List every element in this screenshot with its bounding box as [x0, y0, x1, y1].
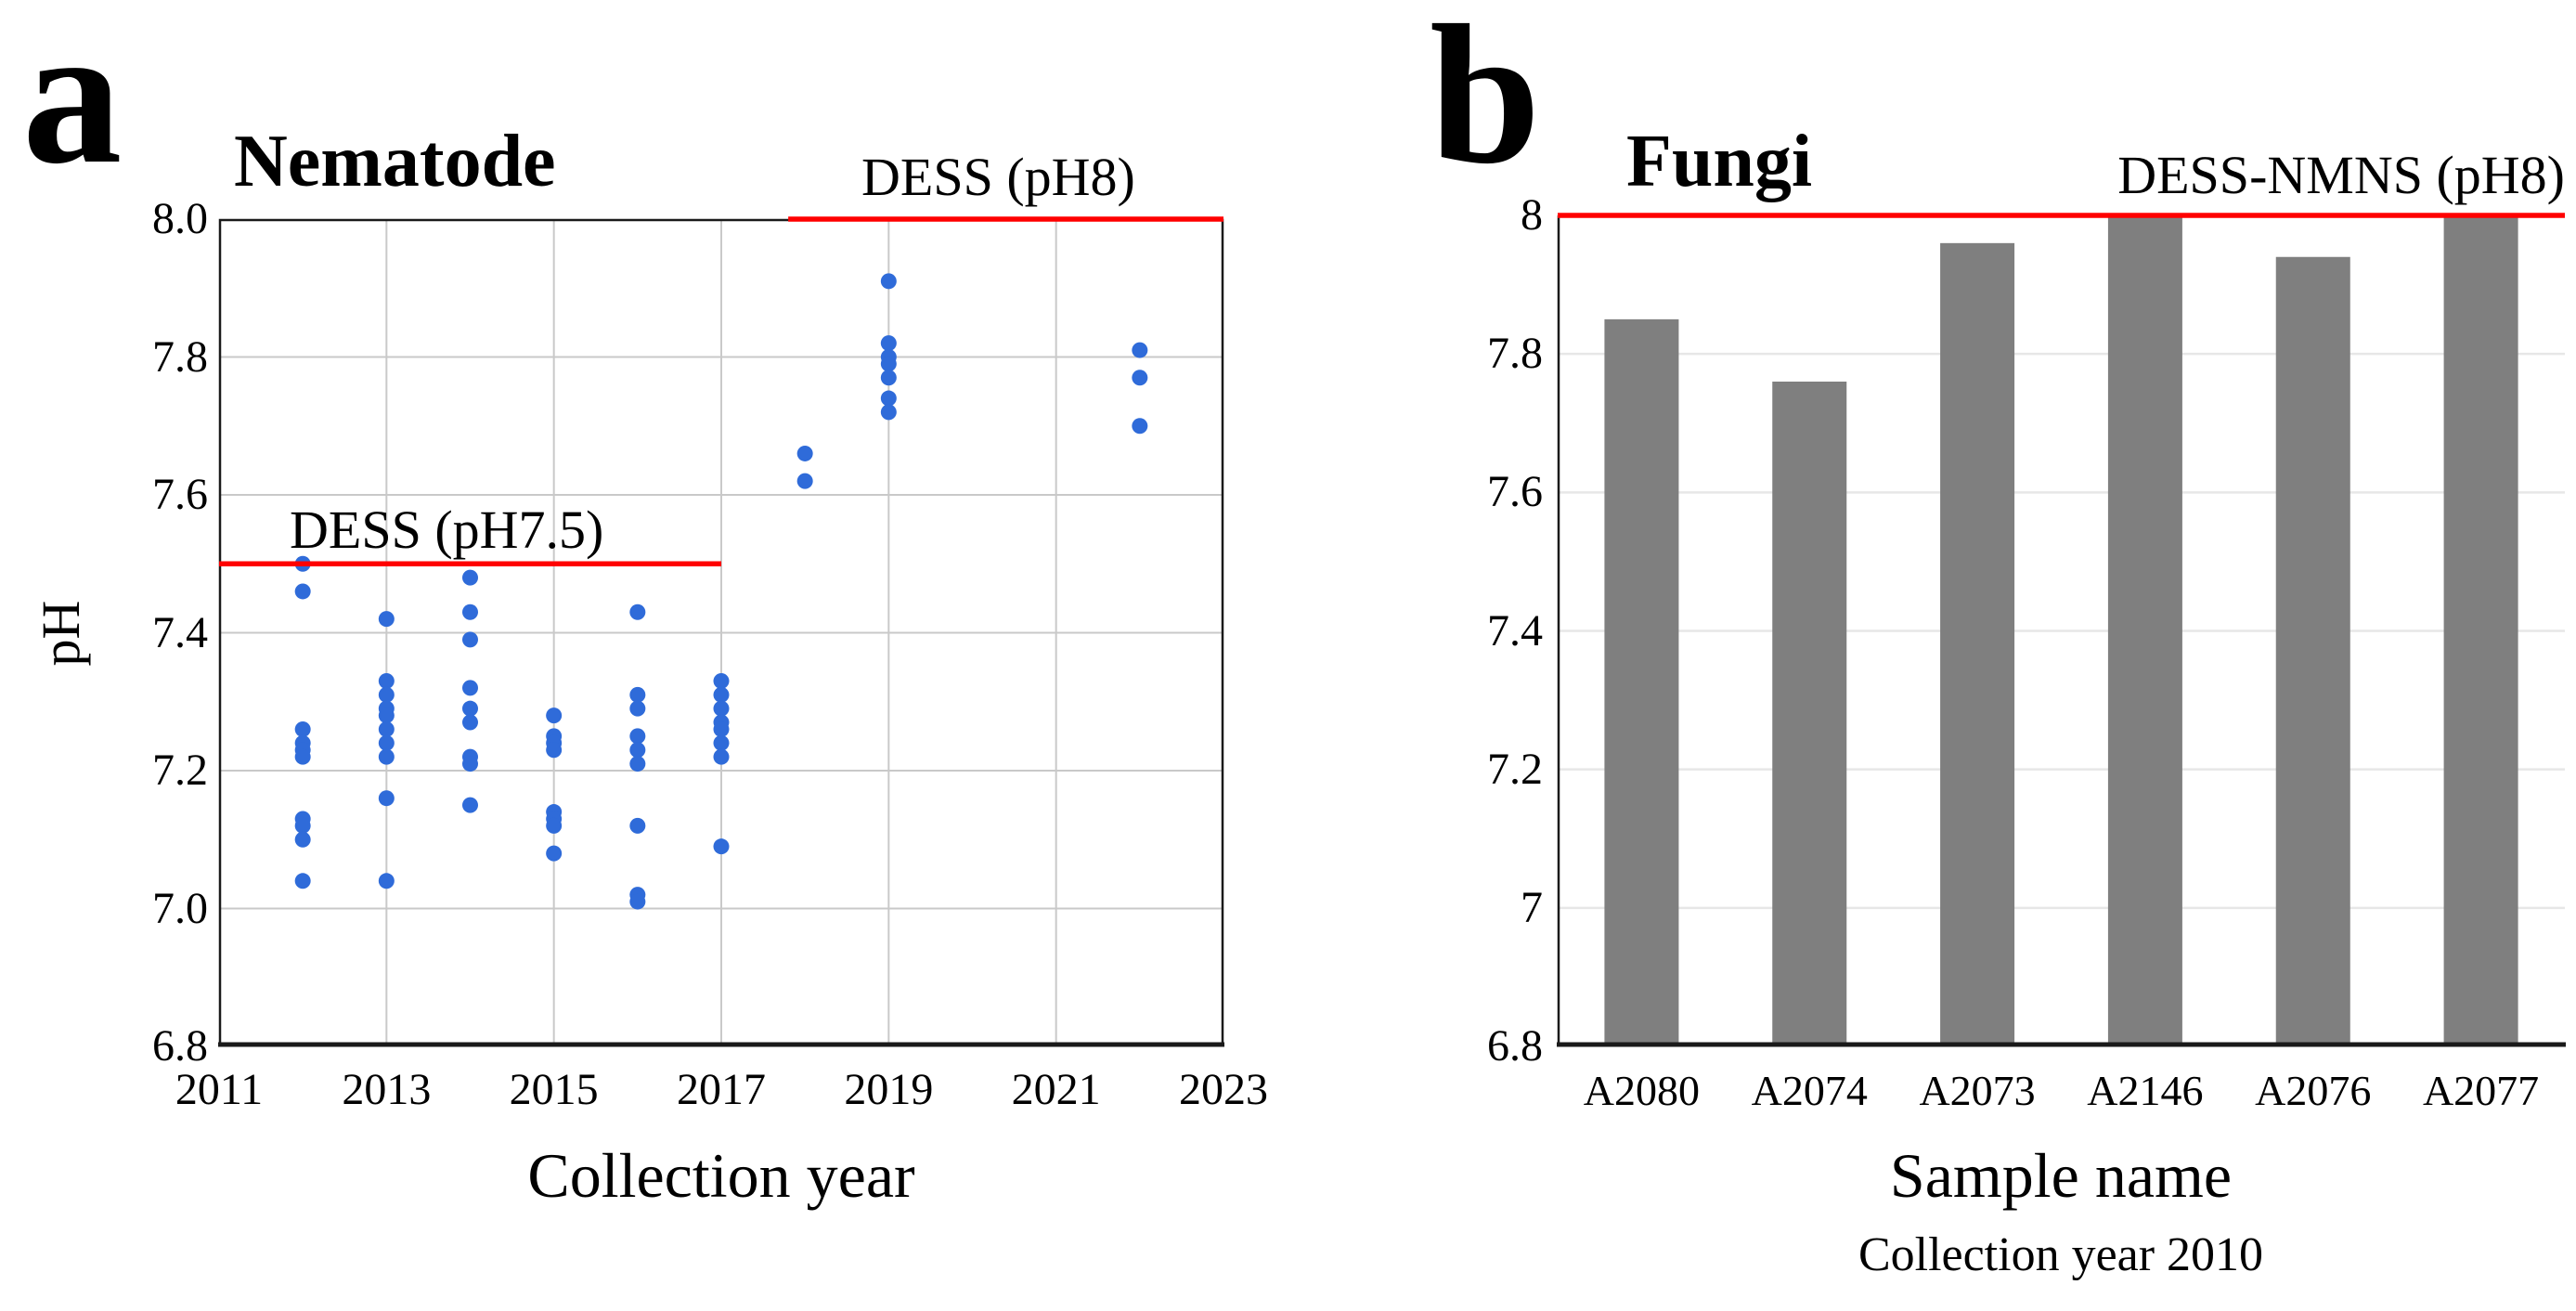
- scatter-point: [462, 714, 478, 731]
- scatter-point: [462, 797, 478, 813]
- scatter-point: [796, 445, 813, 461]
- panel-a-ytick-7.0: 7.0: [152, 883, 208, 933]
- scatter-point: [880, 273, 897, 290]
- scatter-point: [629, 893, 646, 910]
- panel-b-letter: b: [1430, 0, 1541, 205]
- scatter-point: [546, 845, 563, 862]
- scatter-point: [629, 604, 646, 620]
- panel-b-xtick-A2146: A2146: [2087, 1067, 2204, 1114]
- panel-a-plot-area: [218, 216, 1224, 1047]
- panel-a-ytick-7.8: 7.8: [152, 331, 208, 382]
- panel-b-ytick-7.8: 7.8: [1487, 329, 1543, 379]
- panel-b-ytick-7.2: 7.2: [1487, 744, 1543, 794]
- scatter-point: [880, 335, 897, 352]
- panel-a-xtick-2011: 2011: [175, 1065, 264, 1114]
- scatter-point: [629, 686, 646, 703]
- scatter-point: [462, 604, 478, 620]
- scatter-point: [546, 817, 563, 834]
- panel-b-xtick-A2080: A2080: [1583, 1067, 1701, 1114]
- panel-a-xtick-2013: 2013: [342, 1065, 432, 1114]
- scatter-point: [629, 742, 646, 759]
- panel-a-ytick-7.6: 7.6: [152, 470, 208, 519]
- scatter-point: [713, 734, 730, 751]
- bar-A2076: [2275, 256, 2350, 1046]
- scatter-point: [713, 672, 730, 689]
- panel-a-y-axis-title: pH: [31, 600, 91, 667]
- scatter-point: [378, 720, 395, 737]
- panel-a-xtick-2023: 2023: [1179, 1065, 1268, 1114]
- scatter-point: [796, 473, 813, 489]
- scatter-point: [294, 720, 311, 737]
- panel-a-ytick-8.0: 8.0: [152, 194, 208, 243]
- scatter-point: [378, 686, 395, 703]
- panel-a-xtick-2017: 2017: [677, 1065, 766, 1114]
- scatter-point: [629, 756, 646, 772]
- scatter-point: [713, 700, 730, 717]
- scatter-point: [378, 734, 395, 751]
- panel-b-xtick-A2077: A2077: [2422, 1067, 2540, 1114]
- bar-A2073: [1940, 242, 2015, 1046]
- scatter-point: [1132, 370, 1148, 386]
- scatter-point: [880, 404, 897, 421]
- scatter-point: [546, 707, 563, 724]
- panel-b-annotation-dess-nmns-ph8: DESS-NMNS (pH8): [2117, 145, 2565, 205]
- panel-a-ytick-7.2: 7.2: [152, 746, 208, 795]
- panel-a-ytick-7.4: 7.4: [152, 607, 208, 657]
- panel-a-xtick-2021: 2021: [1011, 1065, 1101, 1114]
- scatter-point: [1132, 342, 1148, 358]
- panel-a-ytick-6.8: 6.8: [152, 1021, 208, 1071]
- scatter-point: [1132, 418, 1148, 435]
- scatter-point: [629, 728, 646, 745]
- scatter-point: [629, 700, 646, 717]
- scatter-point: [378, 748, 395, 765]
- panel-b-xtick-A2074: A2074: [1751, 1067, 1868, 1114]
- bar-A2080: [1604, 318, 1679, 1046]
- panel-a-xtick-2019: 2019: [844, 1065, 934, 1114]
- panel-a-annotation-dess-ph8: DESS (pH8): [861, 147, 1135, 207]
- panel-b-xtick-A2076: A2076: [2255, 1067, 2372, 1114]
- panel-b-title: Fungi: [1626, 121, 1813, 202]
- panel-a-xtick-2015: 2015: [509, 1065, 599, 1114]
- scatter-point: [462, 569, 478, 586]
- scatter-point: [880, 356, 897, 372]
- panel-a-x-axis-title: Collection year: [527, 1140, 915, 1211]
- panel-a-annotation-dess-ph75: DESS (pH7.5): [290, 500, 604, 560]
- panel-b-ytick-7.4: 7.4: [1487, 605, 1543, 656]
- scatter-point: [713, 748, 730, 765]
- scatter-point: [294, 583, 311, 600]
- scatter-point: [462, 756, 478, 772]
- bar-A2074: [1772, 382, 1847, 1046]
- scatter-point: [294, 831, 311, 848]
- panel-b-xtick-A2073: A2073: [1919, 1067, 2036, 1114]
- scatter-point: [294, 748, 311, 765]
- panel-a-letter: a: [22, 0, 122, 205]
- scatter-point: [294, 873, 311, 889]
- bar-A2146: [2107, 215, 2182, 1046]
- scatter-point: [378, 873, 395, 889]
- bar-A2077: [2443, 215, 2518, 1046]
- scatter-point: [880, 390, 897, 407]
- scatter-point: [713, 720, 730, 737]
- scatter-point: [378, 790, 395, 807]
- panel-b-x-axis-subtitle: Collection year 2010: [1858, 1228, 2264, 1281]
- scatter-point: [378, 707, 395, 724]
- scatter-point: [546, 742, 563, 759]
- panel-b-ytick-6.8: 6.8: [1487, 1021, 1543, 1071]
- scatter-point: [378, 611, 395, 628]
- scatter-point: [880, 370, 897, 386]
- scatter-point: [462, 680, 478, 696]
- panel-b-plot-area: [1557, 213, 2566, 1047]
- scatter-point: [378, 672, 395, 689]
- panel-b-ytick-7: 7: [1521, 882, 1543, 932]
- panel-a-title: Nematode: [234, 121, 556, 202]
- scatter-point: [462, 631, 478, 648]
- panel-b-ytick-8: 8: [1521, 190, 1543, 240]
- scatter-point: [462, 700, 478, 717]
- panel-b-ytick-7.6: 7.6: [1487, 467, 1543, 517]
- scatter-point: [629, 817, 646, 834]
- scatter-point: [713, 838, 730, 855]
- panel-b-x-axis-title: Sample name: [1889, 1140, 2233, 1211]
- scatter-point: [713, 686, 730, 703]
- scatter-point: [294, 817, 311, 834]
